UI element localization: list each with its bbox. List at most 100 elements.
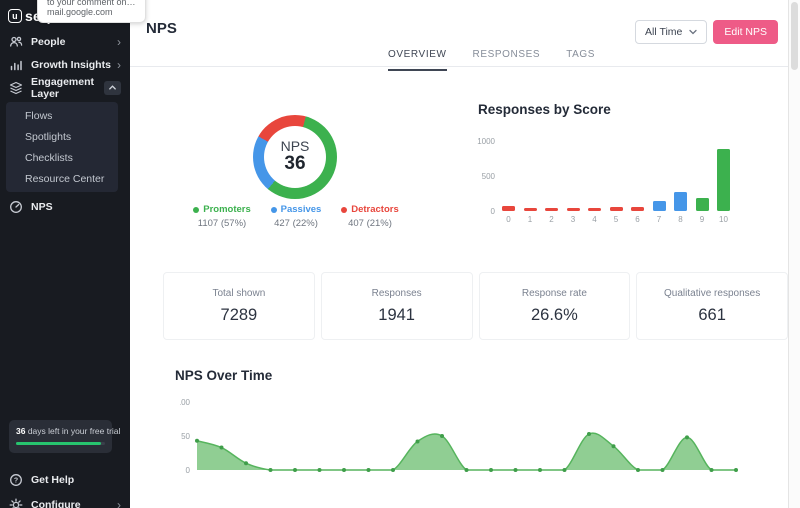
nps-center-label: NPS bbox=[280, 137, 310, 154]
stat-label: Response rate bbox=[521, 287, 587, 299]
trial-notice-text: 36 days left in your free trial bbox=[16, 426, 120, 436]
page-title: NPS bbox=[146, 20, 177, 37]
trial-progress-bar bbox=[16, 442, 102, 445]
stat-label: Responses bbox=[371, 287, 422, 299]
time-filter-value: All Time bbox=[645, 26, 683, 38]
sidebar-nav: People › Growth Insights › Engagement La… bbox=[0, 30, 130, 218]
engagement-layer-submenu: Flows Spotlights Checklists Resource Cen… bbox=[6, 102, 118, 192]
legend-dot-icon bbox=[193, 206, 200, 213]
get-help-label: Get Help bbox=[31, 474, 75, 486]
svg-text:0: 0 bbox=[186, 466, 191, 475]
sidebar-item-spotlights[interactable]: Spotlights bbox=[25, 130, 72, 143]
nps-donut-ring: NPS 36 bbox=[253, 115, 337, 199]
header-controls: All Time Edit NPS bbox=[635, 20, 778, 44]
configure-label: Configure bbox=[31, 499, 81, 508]
tab-overview[interactable]: OVERVIEW bbox=[388, 49, 447, 71]
scrollbar-thumb[interactable] bbox=[791, 2, 798, 70]
svg-text:?: ? bbox=[14, 478, 18, 485]
bar-score-3: 3 bbox=[566, 141, 580, 224]
svg-text:50: 50 bbox=[181, 432, 190, 441]
legend-dot-icon bbox=[270, 206, 277, 213]
bar-score-0: 0 bbox=[502, 141, 515, 224]
responses-by-score-title: Responses by Score bbox=[478, 102, 611, 117]
scrollbar[interactable] bbox=[788, 0, 800, 508]
tab-tags[interactable]: TAGS bbox=[566, 49, 596, 60]
people-icon bbox=[9, 35, 23, 49]
bar-score-5: 5 bbox=[609, 141, 623, 224]
legend-name: Detractors bbox=[351, 204, 399, 215]
stat-card-responses: Responses 1941 bbox=[320, 272, 473, 340]
legend-value: 427 (22%) bbox=[274, 218, 318, 229]
stat-value: 7289 bbox=[220, 305, 258, 324]
bar-score-7: 7 bbox=[652, 141, 666, 224]
stat-value: 1941 bbox=[378, 305, 415, 324]
sidebar-item-checklists[interactable]: Checklists bbox=[25, 151, 73, 164]
legend-detractors: Detractors 407 (21%) bbox=[339, 204, 401, 229]
trial-progress-track bbox=[16, 442, 105, 445]
legend-value: 407 (21%) bbox=[348, 218, 392, 229]
stat-card-total-shown: Total shown 7289 bbox=[163, 272, 315, 340]
nps-score-value: 36 bbox=[284, 153, 306, 175]
sidebar: userpilot People › Growth Insights › bbox=[0, 0, 130, 508]
svg-text:100: 100 bbox=[180, 398, 191, 407]
chevron-down-icon bbox=[689, 29, 698, 35]
sidebar-item-people[interactable]: People › bbox=[0, 30, 130, 53]
sidebar-item-engagement-layer[interactable]: Engagement Layer bbox=[0, 75, 130, 100]
nps-over-time-title: NPS Over Time bbox=[175, 368, 273, 383]
tooltip-line2: mail.google.com bbox=[47, 7, 113, 17]
responses-by-score-chart: 0 500 1000 0 1 2 3 4 5 6 7 8 9 10 bbox=[477, 137, 730, 224]
legend-promoters: Promoters 1107 (57%) bbox=[191, 204, 253, 229]
stat-label: Qualitative responses bbox=[664, 287, 761, 299]
stat-card-response-rate: Response rate 26.6% bbox=[478, 272, 631, 340]
legend-value: 1107 (57%) bbox=[197, 218, 247, 229]
stat-card-qualitative-responses: Qualitative responses 661 bbox=[636, 272, 788, 340]
legend-dot-icon bbox=[341, 206, 348, 213]
sidebar-item-nps[interactable]: NPS bbox=[0, 195, 130, 218]
bar-score-6: 6 bbox=[631, 141, 644, 224]
gear-icon bbox=[9, 498, 23, 508]
bar-score-1: 1 bbox=[523, 141, 537, 224]
bar-score-9: 9 bbox=[695, 141, 709, 224]
nps-donut-center: NPS 36 bbox=[264, 126, 326, 188]
sidebar-item-label: People bbox=[31, 35, 66, 48]
nps-over-time-svg: 0 50 100 bbox=[180, 398, 738, 475]
tab-responses[interactable]: RESPONSES bbox=[472, 49, 541, 60]
stat-value: 661 bbox=[698, 305, 726, 324]
sidebar-item-growth-insights[interactable]: Growth Insights › bbox=[0, 53, 130, 76]
chevron-right-icon: › bbox=[117, 57, 121, 72]
edit-nps-button[interactable]: Edit NPS bbox=[713, 20, 778, 44]
header-divider bbox=[130, 66, 788, 67]
trial-days: 36 bbox=[16, 426, 26, 436]
bar-chart-icon bbox=[9, 58, 23, 72]
legend-name: Promoters bbox=[203, 204, 251, 215]
help-icon: ? bbox=[9, 473, 23, 487]
sidebar-item-label: Growth Insights bbox=[31, 58, 111, 71]
sidebar-item-resource-center[interactable]: Resource Center bbox=[25, 172, 105, 185]
main-content: NPS All Time Edit NPS OVERVIEW RESPONSES… bbox=[130, 0, 788, 508]
stat-label: Total shown bbox=[212, 287, 266, 299]
bar-score-2: 2 bbox=[545, 141, 558, 224]
logo-mark-icon: u bbox=[8, 9, 22, 23]
tooltip-line1: to your comment on… bbox=[47, 0, 136, 7]
time-filter-dropdown[interactable]: All Time bbox=[635, 20, 708, 44]
trial-rest: days left in your free trial bbox=[25, 426, 121, 436]
nps-legend: Promoters 1107 (57%) Passives 427 (22%) Detr… bbox=[185, 204, 407, 229]
browser-tooltip: to your comment on… mail.google.com bbox=[37, 0, 146, 23]
configure-button[interactable]: Configure › bbox=[0, 493, 130, 508]
stats-row: Total shown 7289 Responses 1941 Response… bbox=[163, 272, 788, 340]
tabs: OVERVIEW RESPONSES TAGS bbox=[388, 49, 595, 71]
bar-score-4: 4 bbox=[588, 141, 601, 224]
sidebar-item-label: NPS bbox=[31, 200, 53, 213]
collapse-submenu-button[interactable] bbox=[104, 80, 121, 95]
chevron-right-icon: › bbox=[117, 34, 121, 49]
chevron-right-icon: › bbox=[117, 498, 121, 508]
sidebar-item-flows[interactable]: Flows bbox=[25, 109, 53, 122]
stat-value: 26.6% bbox=[530, 305, 578, 324]
layers-icon bbox=[9, 81, 23, 95]
sidebar-item-label: Engagement Layer bbox=[31, 75, 95, 100]
get-help-button[interactable]: ? Get Help bbox=[0, 468, 130, 492]
trial-notice-card: 36 days left in your free trial bbox=[9, 420, 120, 453]
legend-passives: Passives 427 (22%) bbox=[265, 204, 327, 229]
score-bars: 0 1 2 3 4 5 6 7 8 9 10 bbox=[502, 141, 730, 224]
score-yaxis: 0 500 1000 bbox=[477, 137, 495, 216]
